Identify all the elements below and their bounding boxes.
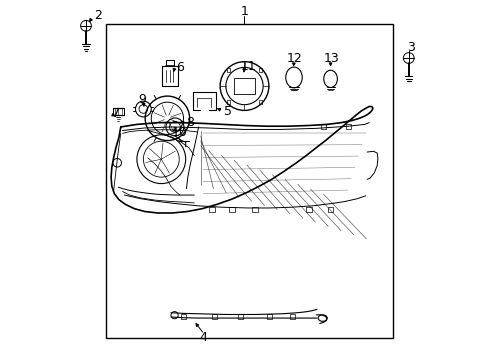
Text: 7: 7 xyxy=(112,107,120,120)
Bar xyxy=(258,68,262,72)
Text: 5: 5 xyxy=(223,105,231,118)
Text: 3: 3 xyxy=(406,41,414,54)
Bar xyxy=(266,315,271,319)
Bar xyxy=(252,207,258,212)
Text: 11: 11 xyxy=(240,60,255,73)
Bar xyxy=(290,315,295,319)
Bar xyxy=(228,207,234,212)
Text: 13: 13 xyxy=(323,52,339,65)
Bar xyxy=(320,125,325,130)
Bar xyxy=(209,207,215,212)
Text: 6: 6 xyxy=(175,60,183,73)
Text: 2: 2 xyxy=(94,9,102,22)
Bar xyxy=(305,207,311,212)
Bar xyxy=(181,315,185,319)
Bar xyxy=(327,207,333,212)
Bar xyxy=(346,125,350,130)
Bar xyxy=(106,24,392,338)
Text: 12: 12 xyxy=(286,52,302,65)
Text: 8: 8 xyxy=(186,116,194,129)
Text: 4: 4 xyxy=(199,331,207,344)
Bar xyxy=(211,315,216,319)
Bar xyxy=(258,100,262,104)
Bar xyxy=(226,100,230,104)
Text: 10: 10 xyxy=(171,126,187,139)
Text: 9: 9 xyxy=(138,93,146,106)
Bar xyxy=(238,315,243,319)
Text: 1: 1 xyxy=(240,5,248,18)
Bar xyxy=(226,68,230,72)
